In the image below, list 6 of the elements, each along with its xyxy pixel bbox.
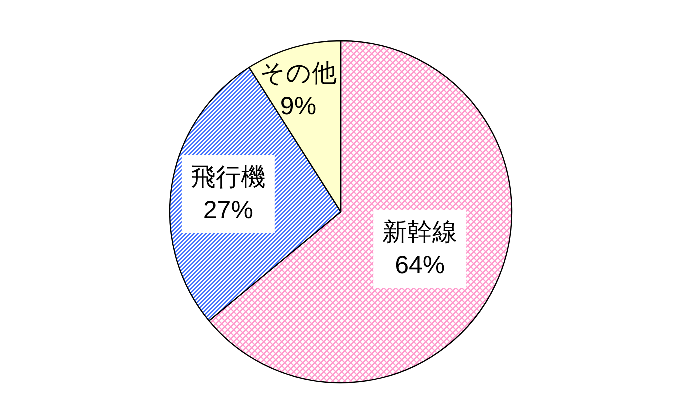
data-label: 9% [280, 92, 317, 121]
slice-label: その他 [260, 60, 337, 88]
slice-label: 新幹線 [382, 218, 458, 247]
slice-label: 飛行機 [190, 164, 266, 192]
data-label: 27% [203, 196, 254, 225]
data-label: 64% [395, 252, 446, 280]
